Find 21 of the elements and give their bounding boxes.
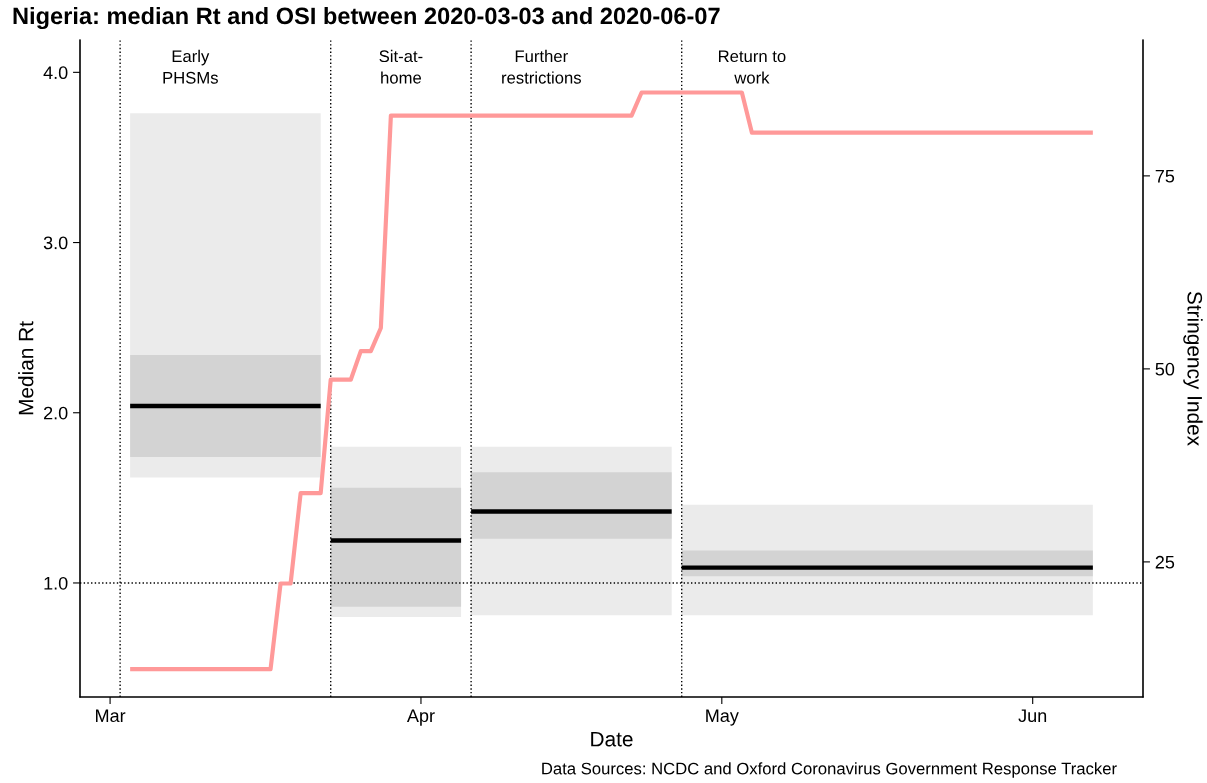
x-tick-label: May bbox=[706, 709, 739, 726]
y2-tick-label: 50 bbox=[1155, 362, 1175, 376]
x-tick-label: Mar bbox=[96, 709, 126, 723]
x-tick-label: Apr bbox=[406, 709, 435, 726]
y-tick-label: 3.0 bbox=[43, 236, 68, 250]
y2-tick-label: 25 bbox=[1155, 555, 1175, 569]
y-axis-title: Median Rt bbox=[18, 321, 34, 415]
ref-line-label: Further restrictions bbox=[502, 49, 581, 84]
x-axis-title: Date bbox=[591, 731, 633, 747]
ref-line-label: Early PHSMs bbox=[163, 49, 218, 84]
ref-line-label: Return to work bbox=[718, 50, 786, 84]
y2-axis-title: Stringency Index bbox=[1183, 291, 1203, 446]
text: Data Sources: NCDC and Oxford Coronavirus Government Response Tracker bbox=[542, 762, 1117, 778]
y-tick-label: 2.0 bbox=[44, 406, 68, 420]
y-tick-label: 4.0 bbox=[43, 66, 68, 80]
line-series bbox=[128, 90, 1095, 672]
x-tick-label: Jun bbox=[1018, 709, 1047, 723]
chart-title: Nigeria: median Rt and OSI between 2020-03-03 and 2020-06-07 bbox=[13, 6, 720, 30]
y2-tick-label: 75 bbox=[1155, 170, 1175, 183]
y-tick-label: 1.0 bbox=[44, 576, 68, 590]
ref-line-label: Sit-at- home bbox=[379, 49, 423, 84]
